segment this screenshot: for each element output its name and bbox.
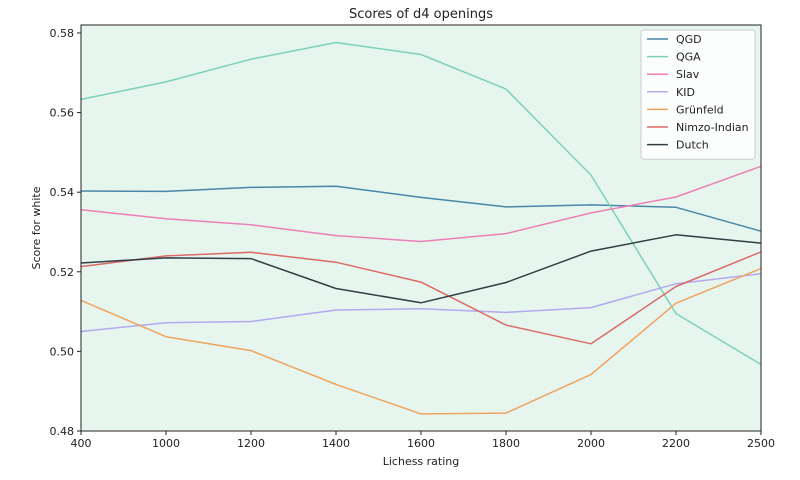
y-axis: 0.48 0.50 0.52 0.54 0.56 0.58 [50,27,81,438]
y-tick-label: 0.48 [50,425,75,438]
series-line-qgd [80,185,762,232]
x-tick-label: 400 [71,437,92,450]
x-tick-label: 1600 [407,437,435,450]
y-tick-label: 0.52 [50,266,75,279]
x-tick-label: 1200 [237,437,265,450]
x-tick-label: 2200 [662,437,690,450]
series-line-gr-nfeld [80,267,762,415]
legend-box [640,29,756,160]
y-tick-label: 0.58 [50,27,75,40]
chart-title: Scores of d4 openings [349,7,493,22]
y-tick-label: 0.50 [50,345,75,358]
y-tick-label: 0.54 [50,186,75,199]
series-line-nimzo-indian [80,251,762,345]
legend: QGD QGA Slav KID Grünfeld Nimzo-Indian Dutch [640,29,756,160]
legend-label: Slav [676,68,700,81]
x-tick-label: 1400 [322,437,350,450]
series-line-qga [80,41,762,366]
legend-label: QGA [676,51,701,64]
legend-label: Nimzo-Indian [676,121,749,134]
y-axis-label: Score for white [30,186,43,269]
legend-label: Dutch [676,139,709,152]
x-tick-label: 1800 [492,437,520,450]
x-tick-label: 2500 [747,437,775,450]
x-axis-label: Lichess rating [383,455,460,468]
legend-label: KID [676,86,695,99]
series-line-dutch [80,234,762,304]
series-line-slav [80,165,762,243]
y-tick-label: 0.56 [50,107,75,120]
x-tick-label: 1000 [152,437,180,450]
series-line-kid [80,273,762,333]
legend-label: Grünfeld [676,103,724,116]
legend-label: QGD [676,33,702,46]
x-tick-label: 2000 [577,437,605,450]
x-axis: 400 1000 1200 1400 1600 1800 2000 2200 2500 [71,431,775,450]
series-lines [80,41,762,415]
